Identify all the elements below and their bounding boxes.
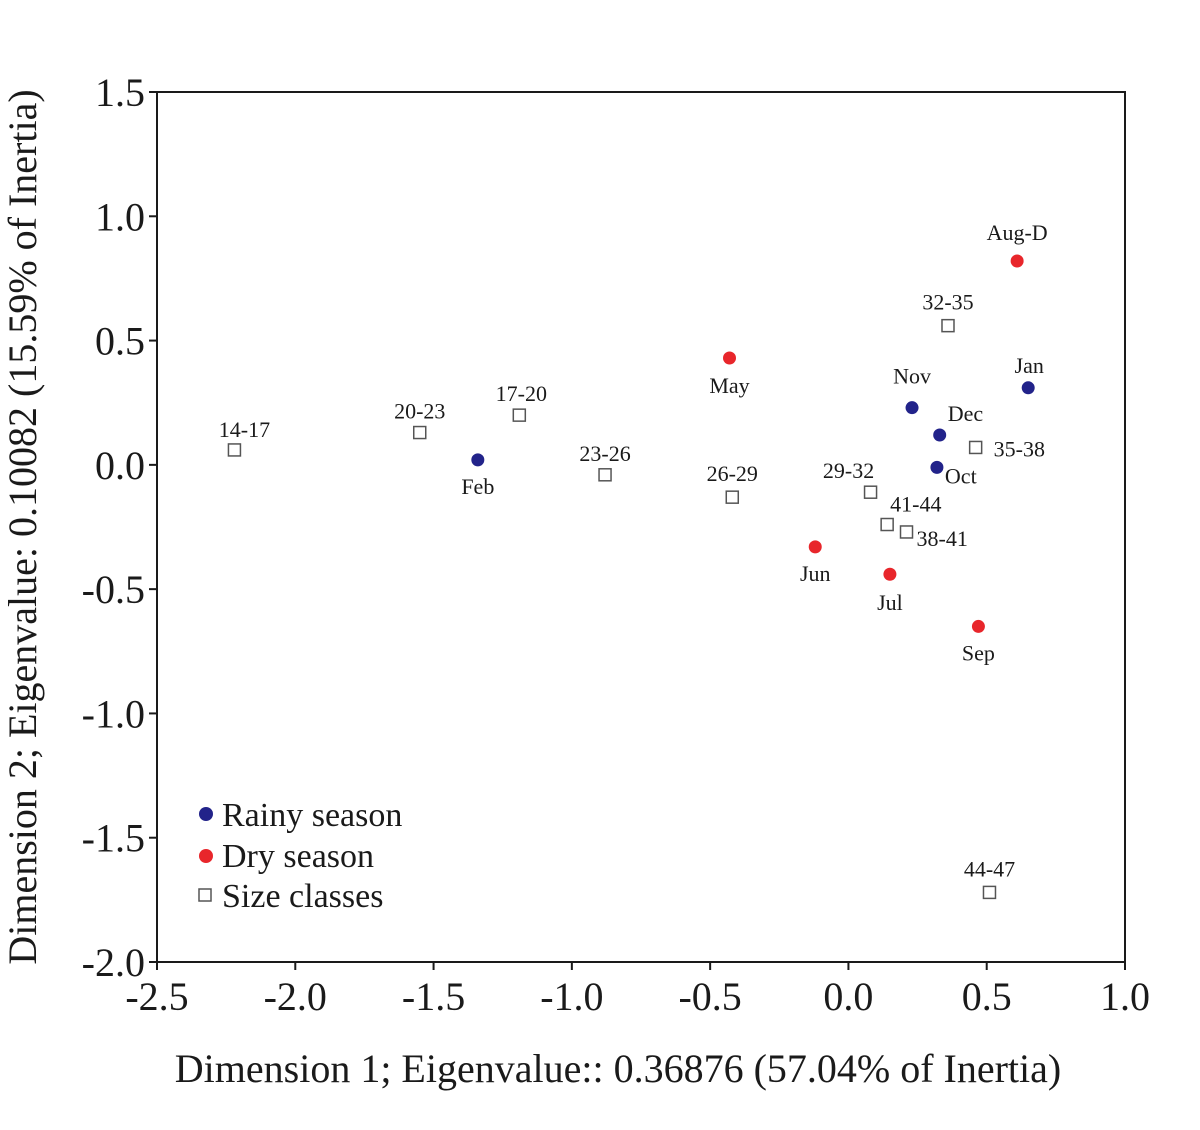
plot-frame bbox=[156, 91, 1126, 963]
point-label-dec: Dec bbox=[948, 401, 984, 426]
point-label-32-35: 32-35 bbox=[922, 290, 973, 315]
legend-label-size-classes: Size classes bbox=[222, 878, 383, 915]
data-points bbox=[227, 254, 1035, 900]
point-label-38-41: 38-41 bbox=[917, 526, 968, 551]
x-axis-ticks bbox=[156, 962, 1126, 970]
point-label-may: May bbox=[709, 373, 749, 398]
legend-label-dry-season: Dry season bbox=[222, 838, 374, 875]
y-axis-tick-labels: 1.5 1.0 0.5 0.0 -0.5 -1.0 -1.5 -2.0 bbox=[82, 70, 145, 985]
y-axis-title: Dimension 2; Eigenvalue: 0.10082 (15.59%… bbox=[0, 89, 45, 964]
point-label-44-47: 44-47 bbox=[964, 856, 1015, 881]
point-marker-23-26 bbox=[598, 468, 612, 482]
point-marker-jul bbox=[883, 567, 897, 581]
point-label-41-44: 41-44 bbox=[890, 492, 941, 517]
x-tick-label: 1.0 bbox=[1100, 974, 1150, 1019]
y-tick-label: -1.5 bbox=[82, 816, 145, 861]
point-marker-oct bbox=[930, 460, 944, 474]
point-label-29-32: 29-32 bbox=[823, 458, 874, 483]
x-tick-label: 0.0 bbox=[823, 974, 873, 1019]
y-tick-label: -1.0 bbox=[82, 691, 145, 736]
data-point-labels: Feb Nov Dec Oct Jan May Aug-D Jun Jul Sep 14-17 20-… bbox=[219, 220, 1048, 881]
x-tick-label: -1.0 bbox=[540, 974, 603, 1019]
x-axis-title: Dimension 1; Eigenvalue:: 0.36876 (57.04… bbox=[175, 1046, 1061, 1091]
legend: Rainy season Dry season Size classes bbox=[198, 797, 402, 915]
legend-marker-size-classes bbox=[198, 888, 212, 902]
point-marker-17-20 bbox=[512, 408, 527, 422]
point-label-17-20: 17-20 bbox=[496, 381, 547, 406]
point-label-20-23: 20-23 bbox=[394, 399, 445, 424]
point-label-aug-d: Aug-D bbox=[987, 220, 1048, 245]
y-tick-label: -2.0 bbox=[82, 940, 145, 985]
point-marker-jun bbox=[808, 540, 822, 554]
point-marker-29-32 bbox=[863, 485, 878, 499]
x-tick-label: -2.0 bbox=[264, 974, 327, 1019]
x-tick-label: -2.5 bbox=[125, 974, 188, 1019]
legend-marker-rainy-season bbox=[199, 807, 213, 821]
point-marker-may bbox=[723, 351, 737, 365]
point-marker-feb bbox=[471, 453, 485, 467]
x-tick-label: -1.5 bbox=[402, 974, 465, 1019]
x-axis-tick-labels: -2.5 -2.0 -1.5 -1.0 -0.5 0.0 0.5 1.0 bbox=[125, 974, 1150, 1019]
y-tick-label: 0.0 bbox=[95, 443, 145, 488]
point-marker-38-41 bbox=[899, 525, 914, 539]
y-tick-label: 1.5 bbox=[95, 70, 145, 115]
point-marker-jan bbox=[1021, 381, 1035, 395]
point-marker-20-23 bbox=[412, 425, 427, 440]
point-label-jun: Jun bbox=[800, 561, 831, 586]
point-label-35-38: 35-38 bbox=[994, 436, 1045, 461]
point-label-23-26: 23-26 bbox=[579, 441, 630, 466]
x-tick-label: 0.5 bbox=[962, 974, 1012, 1019]
y-tick-label: 0.5 bbox=[95, 319, 145, 364]
point-marker-sep bbox=[971, 619, 985, 633]
legend-marker-dry-season bbox=[199, 849, 213, 863]
point-marker-nov bbox=[905, 401, 919, 415]
point-marker-aug-d bbox=[1010, 254, 1024, 268]
y-tick-label: 1.0 bbox=[95, 194, 145, 239]
point-marker-41-44 bbox=[880, 517, 894, 532]
point-label-nov: Nov bbox=[893, 364, 931, 389]
point-marker-44-47 bbox=[982, 885, 997, 900]
point-marker-35-38 bbox=[968, 440, 983, 455]
point-label-14-17: 14-17 bbox=[219, 417, 270, 442]
y-tick-label: -0.5 bbox=[82, 567, 145, 612]
point-marker-dec bbox=[933, 428, 947, 442]
point-label-feb: Feb bbox=[461, 474, 494, 499]
point-label-oct: Oct bbox=[945, 463, 977, 488]
x-tick-label: -0.5 bbox=[678, 974, 741, 1019]
point-label-jul: Jul bbox=[877, 590, 903, 615]
point-marker-14-17 bbox=[227, 443, 242, 457]
point-label-jan: Jan bbox=[1015, 353, 1044, 378]
point-marker-32-35 bbox=[941, 318, 955, 333]
legend-label-rainy-season: Rainy season bbox=[222, 797, 402, 834]
point-label-26-29: 26-29 bbox=[707, 461, 758, 486]
y-axis-ticks bbox=[149, 91, 157, 963]
point-marker-26-29 bbox=[725, 490, 740, 504]
point-label-sep: Sep bbox=[962, 640, 995, 665]
